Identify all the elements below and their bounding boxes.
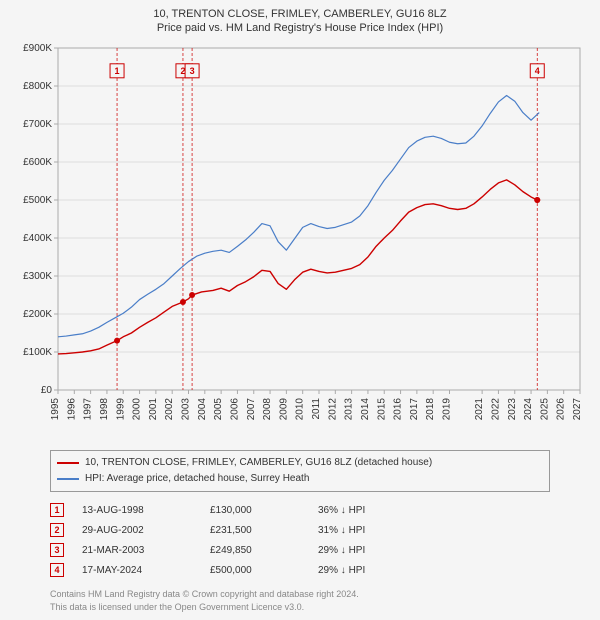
sales-row: 1 13-AUG-1998 £130,000 36% ↓ HPI — [50, 500, 550, 520]
legend-item: 10, TRENTON CLOSE, FRIMLEY, CAMBERLEY, G… — [57, 455, 543, 471]
svg-text:1999: 1999 — [115, 398, 126, 421]
svg-text:£900K: £900K — [23, 43, 52, 54]
svg-text:2013: 2013 — [344, 398, 355, 421]
sales-row: 4 17-MAY-2024 £500,000 29% ↓ HPI — [50, 560, 550, 580]
svg-text:2019: 2019 — [442, 398, 453, 421]
svg-text:£700K: £700K — [23, 119, 52, 130]
chart-title: 10, TRENTON CLOSE, FRIMLEY, CAMBERLEY, G… — [10, 8, 590, 20]
svg-text:2025: 2025 — [539, 398, 550, 421]
svg-text:1995: 1995 — [50, 398, 61, 421]
legend-item: HPI: Average price, detached house, Surr… — [57, 471, 543, 487]
svg-text:2023: 2023 — [507, 398, 518, 421]
svg-text:2002: 2002 — [164, 398, 175, 421]
svg-text:2007: 2007 — [246, 398, 257, 421]
chart-subtitle: Price paid vs. HM Land Registry's House … — [10, 22, 590, 34]
footer-attribution: Contains HM Land Registry data © Crown c… — [50, 588, 550, 613]
legend-swatch — [57, 462, 79, 464]
sale-price: £130,000 — [210, 505, 300, 516]
legend-label: HPI: Average price, detached house, Surr… — [85, 471, 309, 487]
sale-hpi-diff: 36% ↓ HPI — [318, 505, 418, 516]
sale-price: £500,000 — [210, 565, 300, 576]
footer-line-1: Contains HM Land Registry data © Crown c… — [50, 588, 550, 601]
svg-text:1997: 1997 — [83, 398, 94, 421]
sale-date: 21-MAR-2003 — [82, 545, 192, 556]
sale-date: 17-MAY-2024 — [82, 565, 192, 576]
legend-swatch — [57, 478, 79, 480]
svg-text:4: 4 — [535, 66, 540, 76]
svg-text:2026: 2026 — [556, 398, 567, 421]
svg-text:2005: 2005 — [213, 398, 224, 421]
price-chart: £0 £100K £200K £300K £400K £500K £600K £700K £80… — [10, 40, 590, 440]
sale-marker-badge: 1 — [50, 503, 64, 517]
svg-text:2018: 2018 — [425, 398, 436, 421]
sale-date: 29-AUG-2002 — [82, 525, 192, 536]
svg-text:1998: 1998 — [99, 398, 110, 421]
svg-text:2016: 2016 — [393, 398, 404, 421]
sale-price: £231,500 — [210, 525, 300, 536]
sales-table: 1 13-AUG-1998 £130,000 36% ↓ HPI 2 29-AUG-200… — [50, 500, 550, 580]
svg-text:£100K: £100K — [23, 347, 52, 358]
svg-text:3: 3 — [190, 66, 195, 76]
svg-text:2021: 2021 — [474, 398, 485, 421]
svg-text:£600K: £600K — [23, 157, 52, 168]
svg-text:2000: 2000 — [132, 398, 143, 421]
footer-line-2: This data is licensed under the Open Gov… — [50, 601, 550, 614]
svg-text:2006: 2006 — [229, 398, 240, 421]
sale-price: £249,850 — [210, 545, 300, 556]
chart-container: £0 £100K £200K £300K £400K £500K £600K £700K £80… — [10, 40, 590, 440]
legend-box: 10, TRENTON CLOSE, FRIMLEY, CAMBERLEY, G… — [50, 450, 550, 492]
svg-text:2008: 2008 — [262, 398, 273, 421]
sale-hpi-diff: 31% ↓ HPI — [318, 525, 418, 536]
sale-marker-badge: 2 — [50, 523, 64, 537]
svg-text:2015: 2015 — [376, 398, 387, 421]
svg-text:1996: 1996 — [66, 398, 77, 421]
svg-text:2009: 2009 — [278, 398, 289, 421]
svg-text:£0: £0 — [41, 385, 53, 396]
sale-marker-badge: 3 — [50, 543, 64, 557]
svg-text:£500K: £500K — [23, 195, 52, 206]
svg-text:£300K: £300K — [23, 271, 52, 282]
svg-text:£400K: £400K — [23, 233, 52, 244]
svg-text:2003: 2003 — [181, 398, 192, 421]
svg-text:£800K: £800K — [23, 81, 52, 92]
svg-text:2024: 2024 — [523, 398, 534, 421]
svg-text:1: 1 — [115, 66, 120, 76]
svg-text:2011: 2011 — [311, 398, 322, 420]
svg-text:2012: 2012 — [327, 398, 338, 421]
svg-text:2014: 2014 — [360, 398, 371, 421]
sale-hpi-diff: 29% ↓ HPI — [318, 545, 418, 556]
sale-marker-badge: 4 — [50, 563, 64, 577]
sales-row: 2 29-AUG-2002 £231,500 31% ↓ HPI — [50, 520, 550, 540]
svg-text:2001: 2001 — [148, 398, 159, 421]
svg-text:£200K: £200K — [23, 309, 52, 320]
sales-row: 3 21-MAR-2003 £249,850 29% ↓ HPI — [50, 540, 550, 560]
svg-text:2017: 2017 — [409, 398, 420, 421]
legend-label: 10, TRENTON CLOSE, FRIMLEY, CAMBERLEY, G… — [85, 455, 432, 471]
svg-text:2022: 2022 — [490, 398, 501, 421]
svg-text:2027: 2027 — [572, 398, 583, 421]
sale-hpi-diff: 29% ↓ HPI — [318, 565, 418, 576]
svg-text:2004: 2004 — [197, 398, 208, 421]
sale-date: 13-AUG-1998 — [82, 505, 192, 516]
svg-text:2010: 2010 — [295, 398, 306, 421]
